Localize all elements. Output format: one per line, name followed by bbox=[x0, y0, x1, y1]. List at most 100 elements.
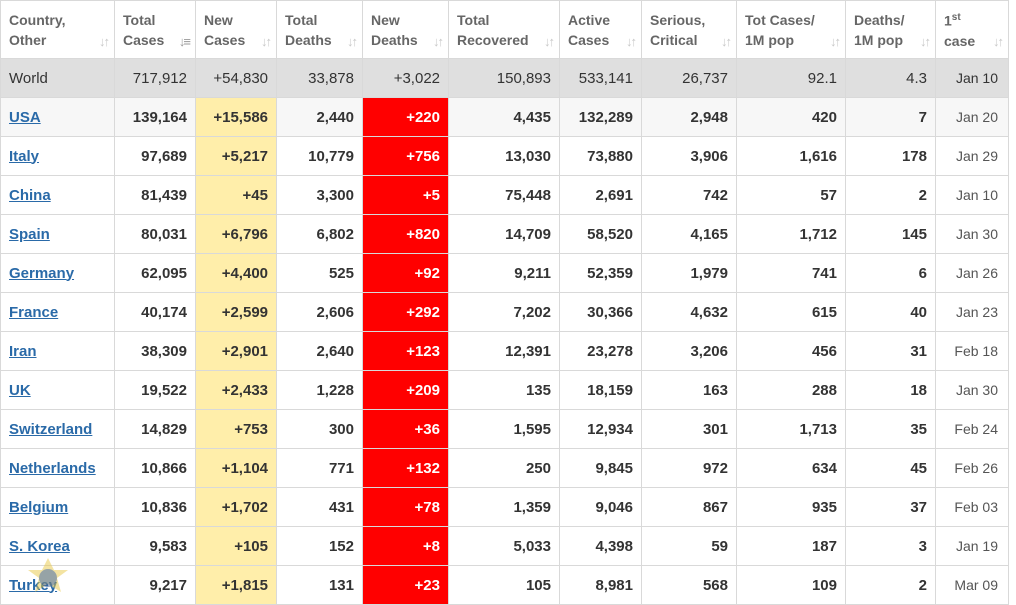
table-row: Italy 97,689 +5,217 10,779 +756 13,030 73,880 3… bbox=[0, 136, 1009, 176]
country-link[interactable]: Germany bbox=[9, 264, 75, 282]
total-cases-cell: 14,829 bbox=[114, 409, 196, 449]
active-cases-cell: 18,159 bbox=[559, 370, 642, 410]
deaths-per-million-cell: 45 bbox=[845, 448, 936, 488]
total-recovered-cell: 14,709 bbox=[448, 214, 560, 254]
cases-per-million-cell: 1,616 bbox=[736, 136, 846, 176]
total-cases-cell: 9,583 bbox=[114, 526, 196, 566]
country-name: Netherlands bbox=[0, 448, 115, 488]
country-link[interactable]: China bbox=[9, 186, 51, 204]
sort-arrows-icon: ↓↑ bbox=[626, 34, 637, 49]
country-name: Italy bbox=[0, 136, 115, 176]
first-case-cell: Mar 09 bbox=[935, 565, 1009, 605]
country-link[interactable]: Switzerland bbox=[9, 420, 93, 438]
total-recovered-cell: 105 bbox=[448, 565, 560, 605]
country-name: USA bbox=[0, 97, 115, 137]
header-new-deaths[interactable]: New Deaths ↓↑ bbox=[362, 0, 449, 59]
table-row: Spain 80,031 +6,796 6,802 +820 14,709 58,520 4,… bbox=[0, 214, 1009, 254]
total-cases-cell: 38,309 bbox=[114, 331, 196, 371]
header-country[interactable]: Country, Other ↓↑ bbox=[0, 0, 115, 59]
new-cases-cell: +5,217 bbox=[195, 136, 277, 176]
country-name: World bbox=[0, 58, 115, 98]
header-deaths-per-million[interactable]: Deaths/1M pop ↓↑ bbox=[845, 0, 936, 59]
active-cases-cell: 58,520 bbox=[559, 214, 642, 254]
deaths-per-million-cell: 37 bbox=[845, 487, 936, 527]
active-cases-cell: 73,880 bbox=[559, 136, 642, 176]
new-deaths-cell: +3,022 bbox=[362, 58, 449, 98]
country-link[interactable]: UK bbox=[9, 381, 31, 399]
deaths-per-million-cell: 178 bbox=[845, 136, 936, 176]
serious-critical-cell: 26,737 bbox=[641, 58, 737, 98]
first-case-cell: Jan 30 bbox=[935, 370, 1009, 410]
deaths-per-million-cell: 2 bbox=[845, 175, 936, 215]
country-link[interactable]: Italy bbox=[9, 147, 40, 165]
country-link[interactable]: S. Korea bbox=[9, 537, 70, 555]
total-cases-cell: 139,164 bbox=[114, 97, 196, 137]
first-case-cell: Jan 10 bbox=[935, 175, 1009, 215]
new-deaths-cell: +8 bbox=[362, 526, 449, 566]
deaths-per-million-cell: 18 bbox=[845, 370, 936, 410]
total-deaths-cell: 525 bbox=[276, 253, 363, 293]
country-name: UK bbox=[0, 370, 115, 410]
total-recovered-cell: 135 bbox=[448, 370, 560, 410]
header-new-cases[interactable]: New Cases ↓↑ bbox=[195, 0, 277, 59]
sort-arrows-icon: ↓↑ bbox=[261, 34, 272, 49]
total-cases-cell: 40,174 bbox=[114, 292, 196, 332]
new-deaths-cell: +220 bbox=[362, 97, 449, 137]
country-name: Switzerland bbox=[0, 409, 115, 449]
country-link[interactable]: Turkey bbox=[9, 576, 58, 594]
country-link[interactable]: Spain bbox=[9, 225, 50, 243]
active-cases-cell: 30,366 bbox=[559, 292, 642, 332]
first-case-cell: Jan 23 bbox=[935, 292, 1009, 332]
total-cases-cell: 19,522 bbox=[114, 370, 196, 410]
country-link[interactable]: Netherlands bbox=[9, 459, 96, 477]
total-deaths-cell: 2,606 bbox=[276, 292, 363, 332]
sort-arrows-icon: ↓↑ bbox=[920, 34, 931, 49]
first-case-cell: Jan 19 bbox=[935, 526, 1009, 566]
country-link[interactable]: France bbox=[9, 303, 59, 321]
cases-per-million-cell: 109 bbox=[736, 565, 846, 605]
cases-per-million-cell: 935 bbox=[736, 487, 846, 527]
first-case-cell: Jan 10 bbox=[935, 58, 1009, 98]
new-cases-cell: +15,586 bbox=[195, 97, 277, 137]
total-deaths-cell: 1,228 bbox=[276, 370, 363, 410]
header-total-deaths[interactable]: Total Deaths ↓↑ bbox=[276, 0, 363, 59]
active-cases-cell: 4,398 bbox=[559, 526, 642, 566]
new-cases-cell: +1,815 bbox=[195, 565, 277, 605]
first-case-cell: Feb 03 bbox=[935, 487, 1009, 527]
sort-arrows-icon: ↓↑ bbox=[721, 34, 732, 49]
serious-critical-cell: 4,165 bbox=[641, 214, 737, 254]
country-name: S. Korea bbox=[0, 526, 115, 566]
first-case-cell: Feb 26 bbox=[935, 448, 1009, 488]
country-link[interactable]: Belgium bbox=[9, 498, 69, 516]
first-case-cell: Jan 29 bbox=[935, 136, 1009, 176]
total-recovered-cell: 5,033 bbox=[448, 526, 560, 566]
deaths-per-million-cell: 4.3 bbox=[845, 58, 936, 98]
cases-per-million-cell: 187 bbox=[736, 526, 846, 566]
cases-per-million-cell: 57 bbox=[736, 175, 846, 215]
new-cases-cell: +1,702 bbox=[195, 487, 277, 527]
table-row: Germany 62,095 +4,400 525 +92 9,211 52,359 1,97… bbox=[0, 253, 1009, 293]
table-row: France 40,174 +2,599 2,606 +292 7,202 30,366 4,… bbox=[0, 292, 1009, 332]
header-tot-cases-per-million[interactable]: Tot Cases/1M pop ↓↑ bbox=[736, 0, 846, 59]
total-cases-cell: 10,836 bbox=[114, 487, 196, 527]
header-first-case[interactable]: 1st case ↓↑ bbox=[935, 0, 1009, 59]
header-total-cases[interactable]: Total Cases ↓≡ bbox=[114, 0, 196, 59]
serious-critical-cell: 742 bbox=[641, 175, 737, 215]
active-cases-cell: 23,278 bbox=[559, 331, 642, 371]
country-link[interactable]: Iran bbox=[9, 342, 37, 360]
country-name: France bbox=[0, 292, 115, 332]
header-total-recovered[interactable]: Total Recovered ↓↑ bbox=[448, 0, 560, 59]
country-link[interactable]: USA bbox=[9, 108, 41, 126]
sort-arrows-icon: ↓↑ bbox=[99, 34, 110, 49]
header-serious-critical[interactable]: Serious, Critical ↓↑ bbox=[641, 0, 737, 59]
total-recovered-cell: 12,391 bbox=[448, 331, 560, 371]
deaths-per-million-cell: 35 bbox=[845, 409, 936, 449]
table-row: S. Korea 9,583 +105 152 +8 5,033 4,398 59 187 3 Ja… bbox=[0, 526, 1009, 566]
table-row: Iran 38,309 +2,901 2,640 +123 12,391 23,278 3,2… bbox=[0, 331, 1009, 371]
table-row: UK 19,522 +2,433 1,228 +209 135 18,159 163 288 18… bbox=[0, 370, 1009, 410]
header-active-cases[interactable]: Active Cases ↓↑ bbox=[559, 0, 642, 59]
serious-critical-cell: 59 bbox=[641, 526, 737, 566]
total-recovered-cell: 1,595 bbox=[448, 409, 560, 449]
serious-critical-cell: 3,906 bbox=[641, 136, 737, 176]
